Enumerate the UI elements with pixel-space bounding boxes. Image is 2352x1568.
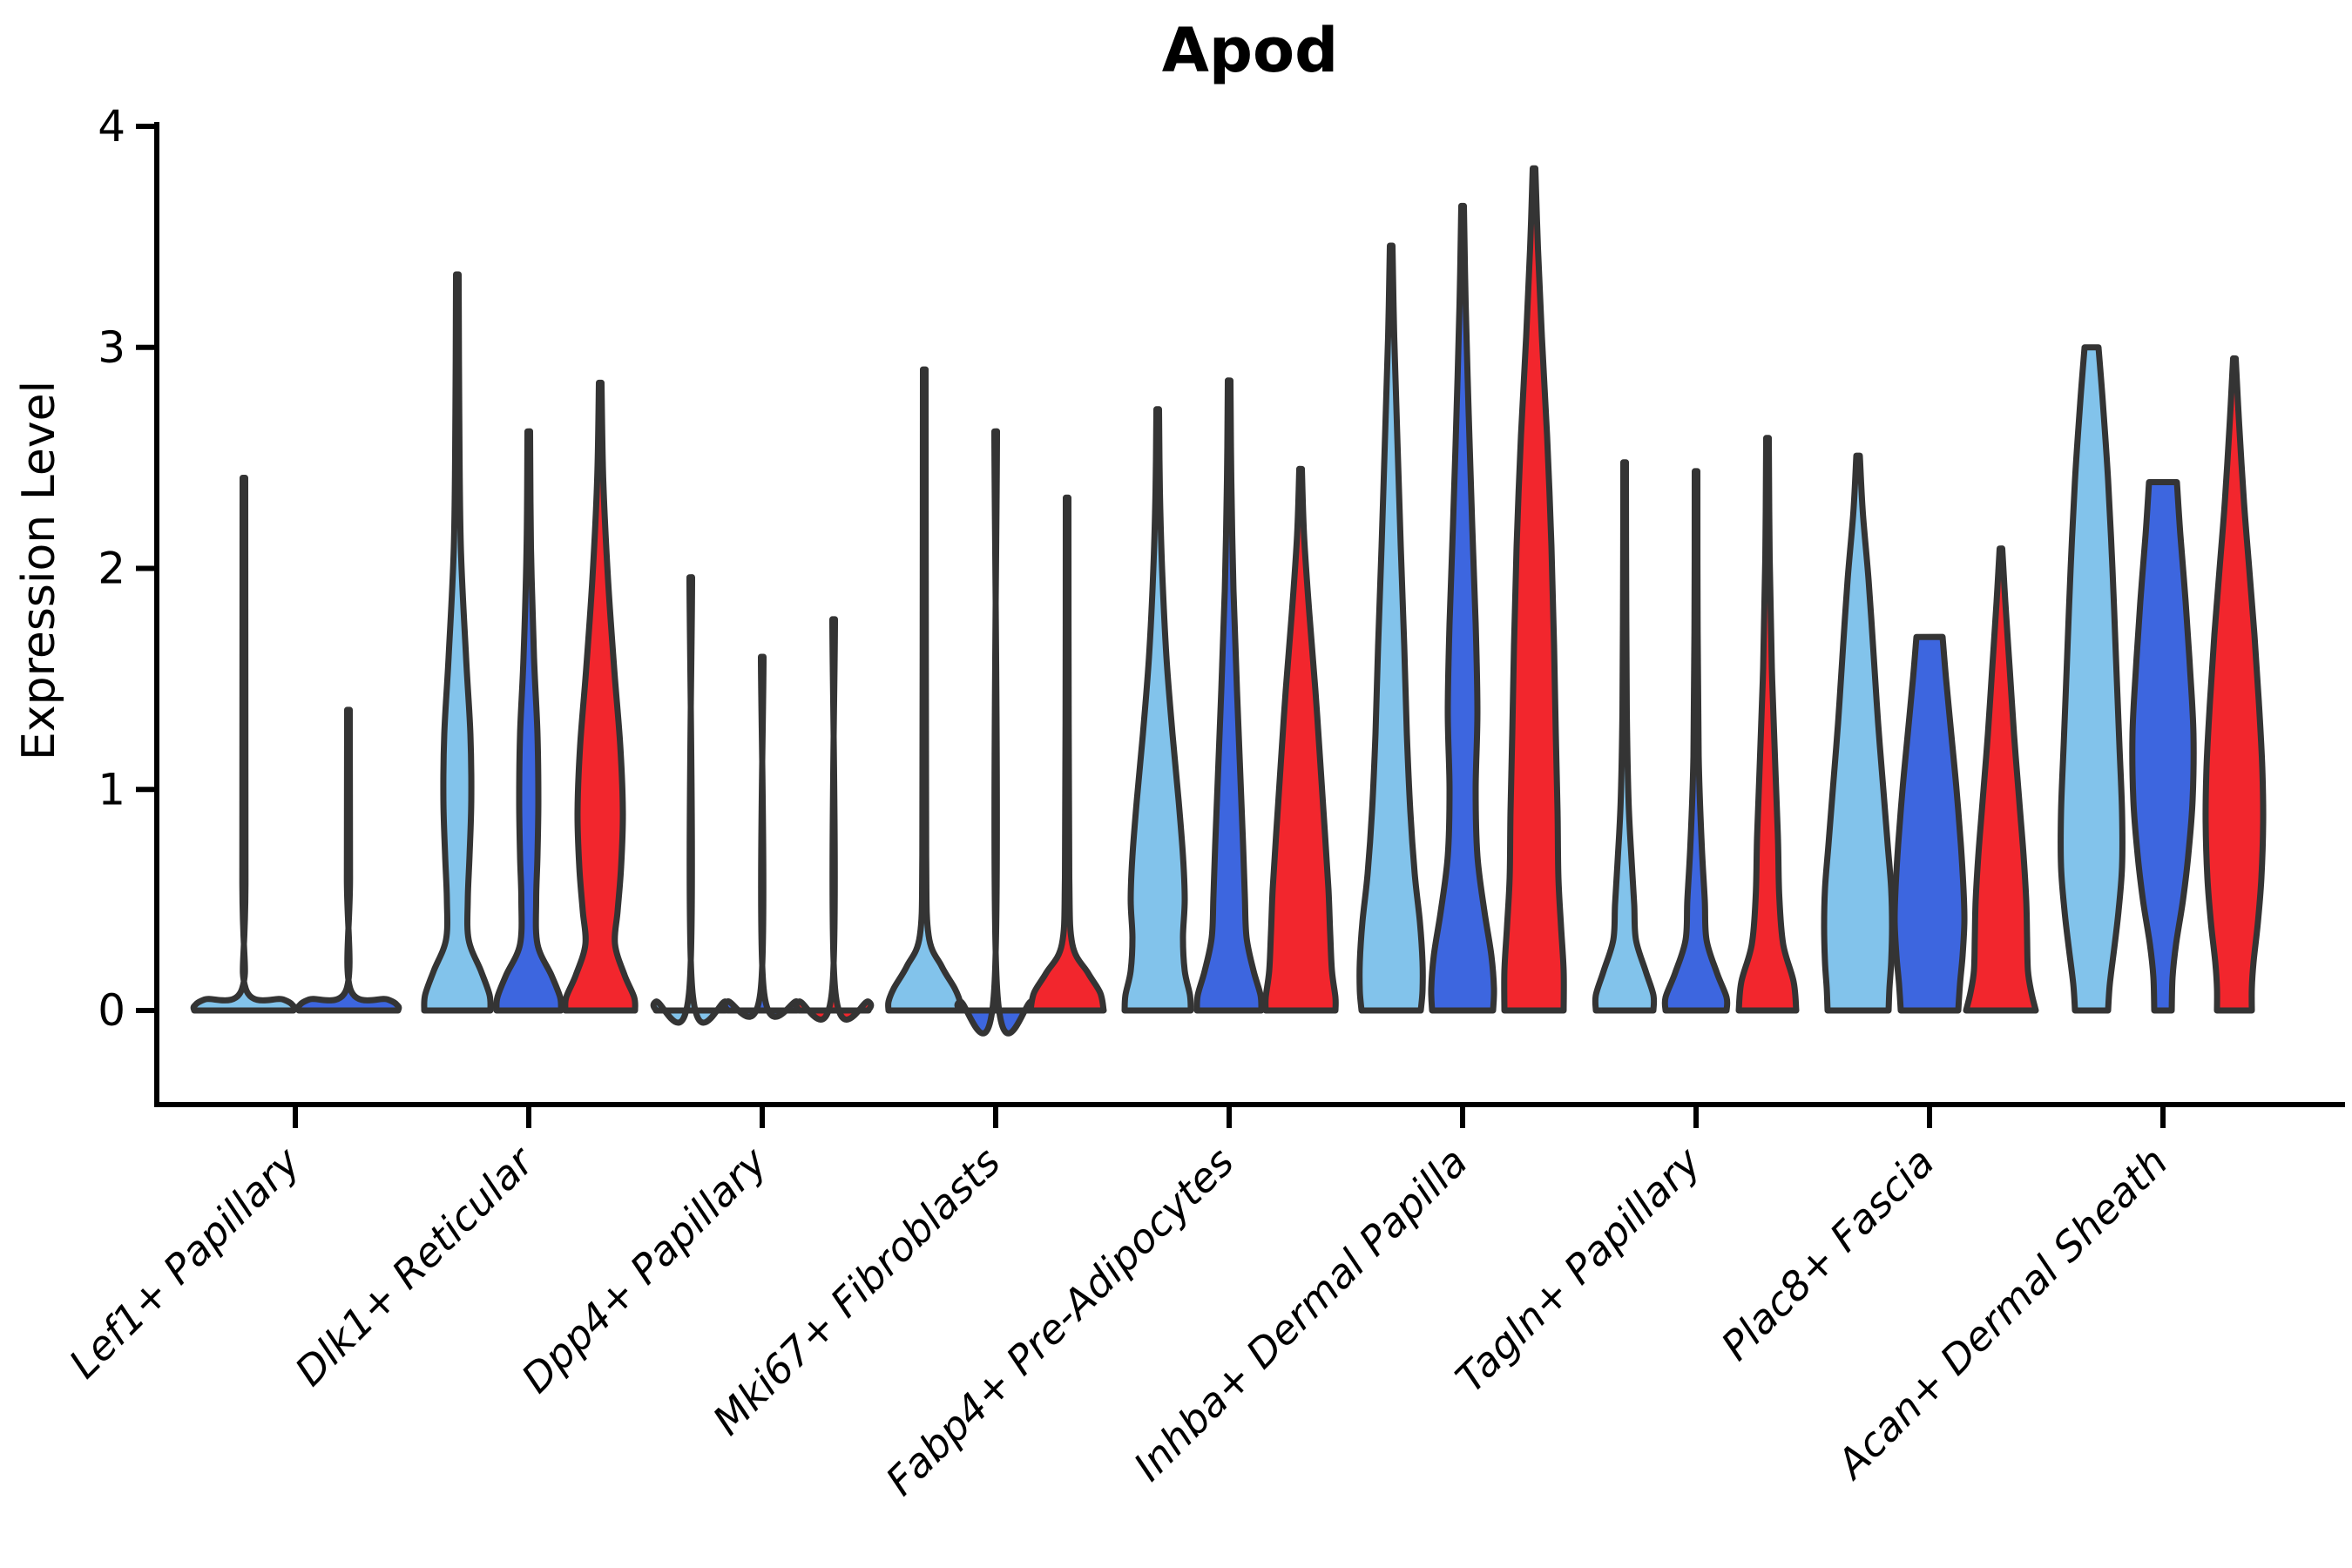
violin-fabp4-light_blue xyxy=(1121,406,1194,1014)
y-tick-label: 3 xyxy=(98,322,125,373)
violin-inhba-light_blue xyxy=(1356,242,1426,1014)
y-axis-ticks: 0 1 2 3 4 xyxy=(98,101,157,1036)
violin-mki67-light_blue xyxy=(885,366,963,1014)
violin-fabp4-red xyxy=(1262,465,1339,1014)
violin-plac8-light_blue xyxy=(1821,452,1896,1014)
axes-layer xyxy=(154,122,2345,1107)
violin-lef1-blue xyxy=(294,706,402,1014)
x-tick-label: Dlk1+ Reticular xyxy=(286,1136,544,1395)
x-axis-ticks xyxy=(293,1105,2166,1128)
x-tick-label: Dpp4+ Papillary xyxy=(512,1138,776,1402)
violin-dpp4-red xyxy=(793,616,875,1023)
violin-plac8-red xyxy=(1963,545,2039,1014)
x-tick-label: Lef1+ Papillary xyxy=(60,1138,309,1387)
violin-lef1-light_blue xyxy=(190,474,298,1014)
violin-acan-red xyxy=(2202,355,2267,1014)
x-tick-label: Plac8+ Fascia xyxy=(1712,1139,1943,1369)
violin-fabp4-blue xyxy=(1193,377,1265,1014)
y-tick-label: 0 xyxy=(98,985,125,1036)
violin-dlk1-blue xyxy=(493,428,564,1014)
y-tick-label: 2 xyxy=(98,544,125,594)
chart-title: Apod xyxy=(1162,15,1338,86)
y-axis-label: Expression Level xyxy=(13,381,65,760)
y-tick-label: 1 xyxy=(98,764,125,814)
violins-layer xyxy=(190,165,2267,1037)
violin-dlk1-light_blue xyxy=(421,271,494,1014)
violin-mki67-blue xyxy=(954,428,1037,1037)
violin-acan-light_blue xyxy=(2058,344,2126,1014)
violin-tagln-light_blue xyxy=(1592,459,1658,1014)
violin-tagln-blue xyxy=(1661,468,1731,1014)
violin-dpp4-light_blue xyxy=(650,574,732,1026)
violin-mki67-red xyxy=(1027,494,1107,1014)
violin-inhba-blue xyxy=(1428,202,1497,1014)
violin-inhba-red xyxy=(1501,165,1567,1014)
x-tick-label: Tagln+ Papillary xyxy=(1446,1138,1710,1402)
violin-plac8-blue xyxy=(1891,633,1968,1014)
violin-tagln-red xyxy=(1735,435,1800,1014)
y-tick-label: 4 xyxy=(98,101,125,152)
violin-dlk1-red xyxy=(562,379,639,1014)
violin-dpp4-blue xyxy=(721,653,803,1020)
violin-acan-blue xyxy=(2129,479,2197,1014)
